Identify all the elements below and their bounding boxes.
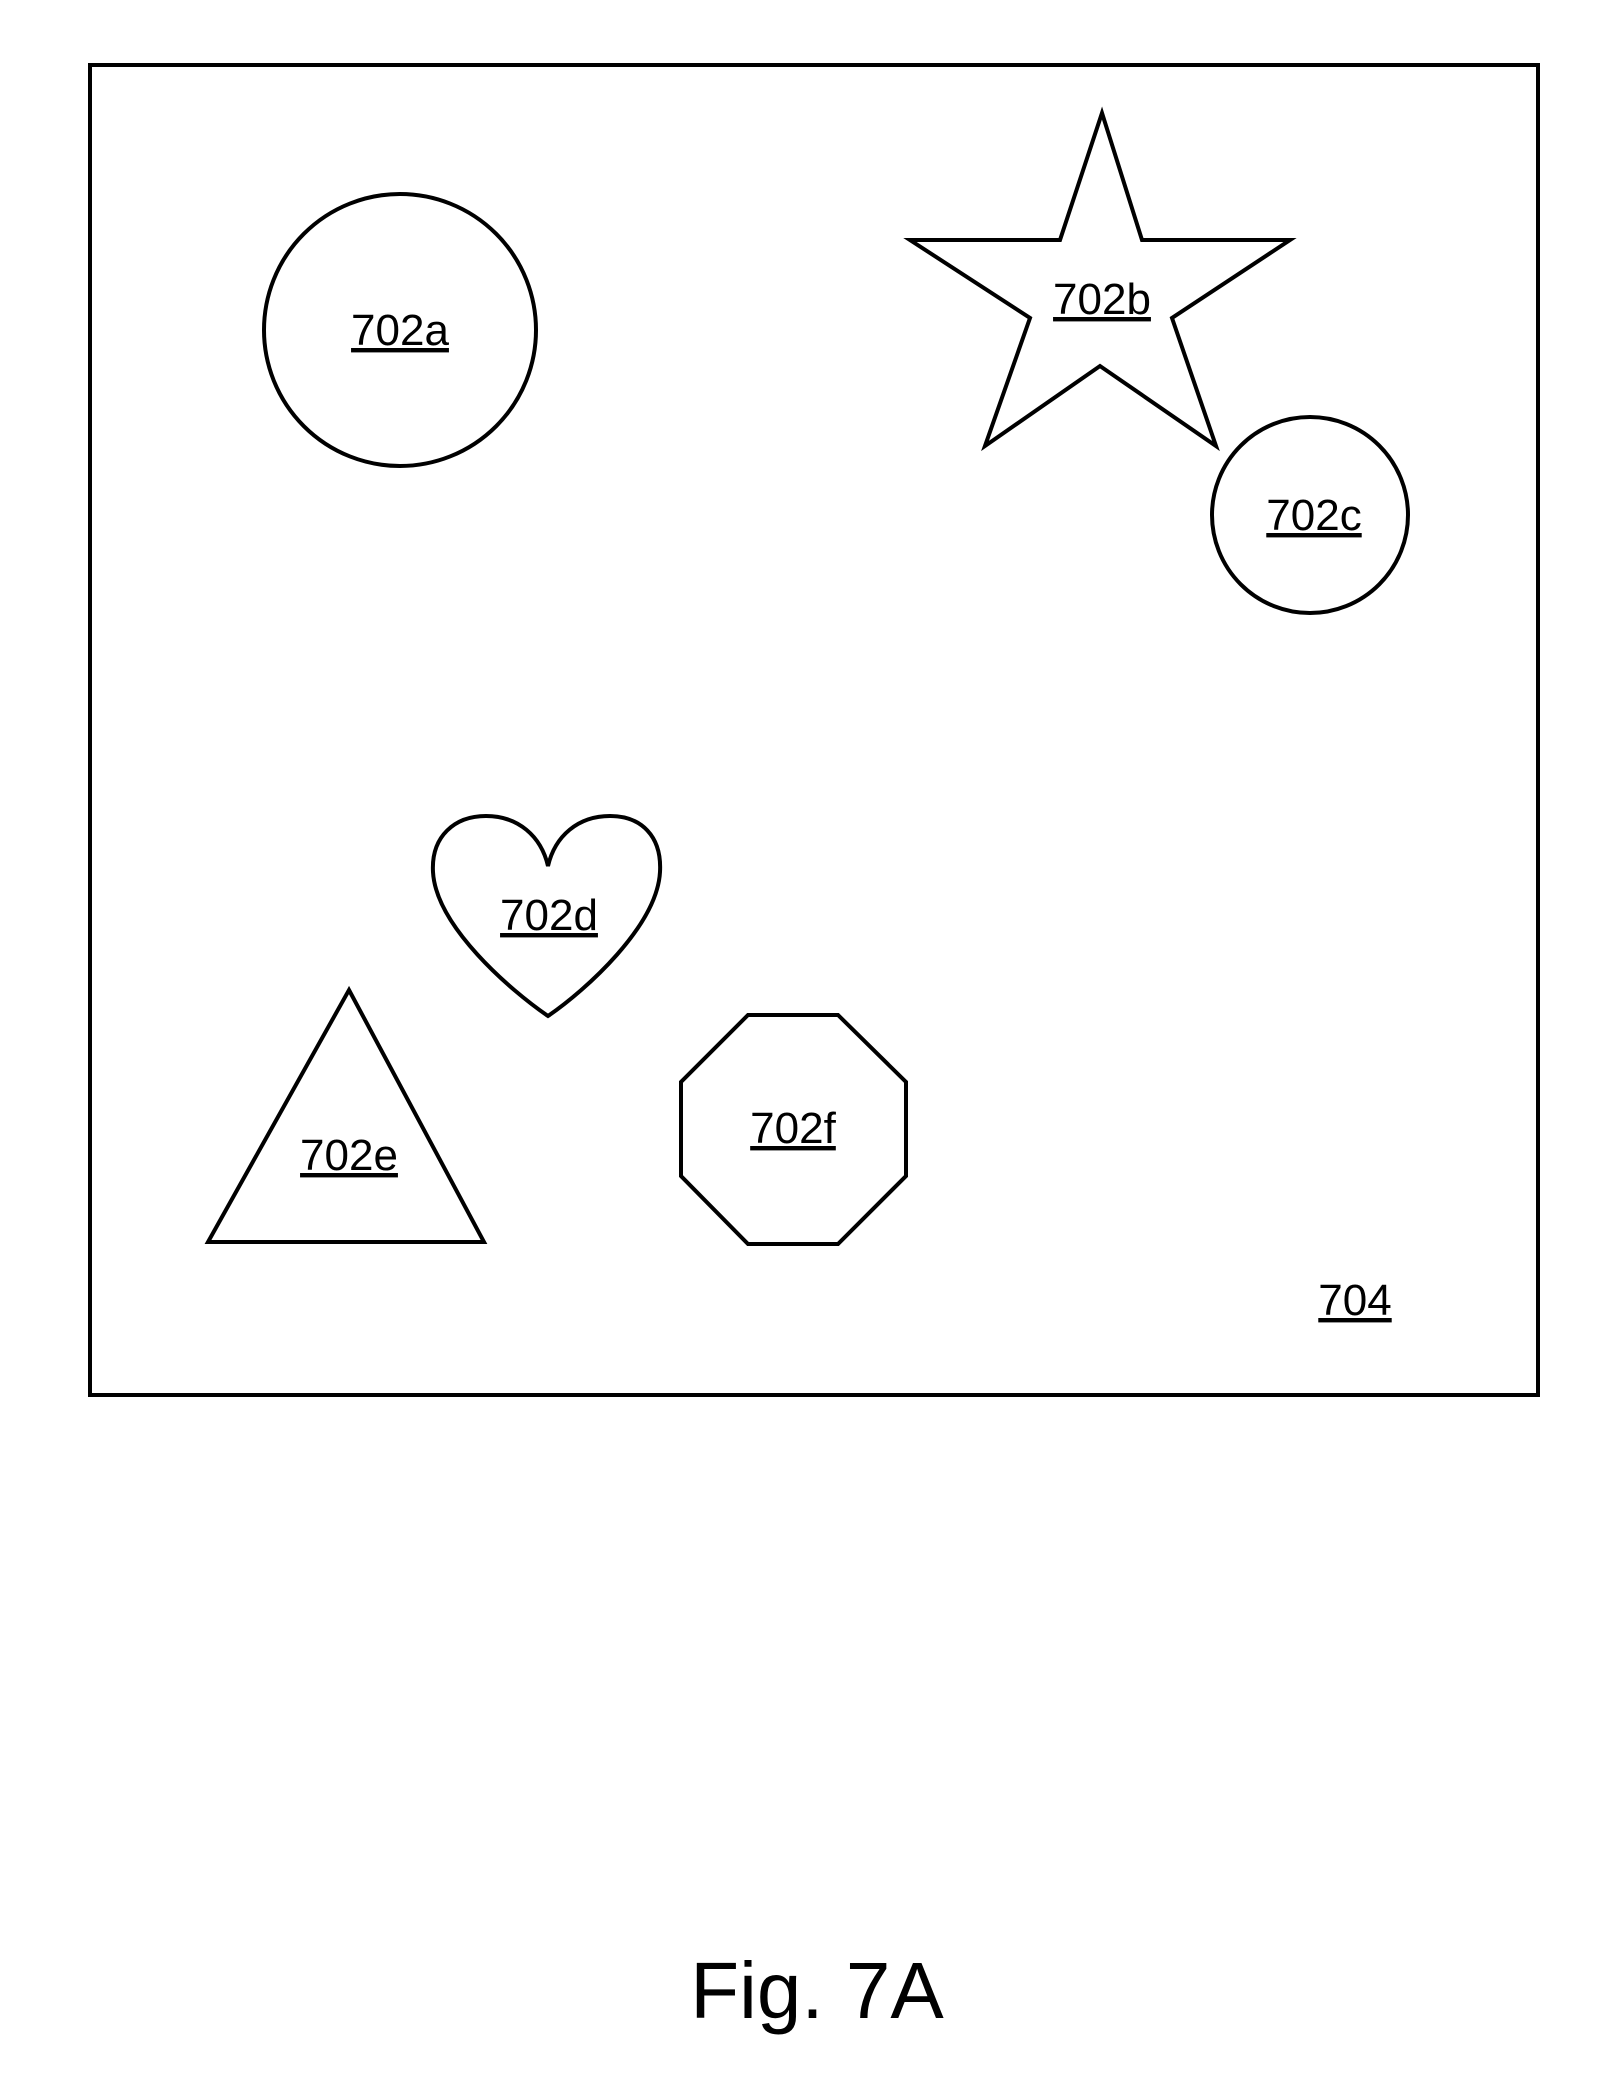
figure-caption: Fig. 7A — [690, 1946, 944, 2035]
label-702f: 702f — [750, 1104, 836, 1153]
label-702b: 702b — [1053, 275, 1151, 324]
container-region-704 — [90, 65, 1538, 1395]
shape-702a: 702a — [264, 194, 536, 466]
label-702c: 702c — [1266, 491, 1361, 540]
shape-702b: 702b — [910, 113, 1290, 446]
shape-702f: 702f — [681, 1015, 906, 1244]
label-704: 704 — [1318, 1276, 1391, 1325]
shape-702c: 702c — [1212, 417, 1408, 613]
label-702d: 702d — [500, 891, 598, 940]
shape-702e: 702e — [208, 990, 484, 1242]
shape-702d: 702d — [433, 816, 660, 1016]
label-702a: 702a — [351, 306, 449, 355]
label-702e: 702e — [300, 1131, 398, 1180]
triangle-shape — [208, 990, 484, 1242]
